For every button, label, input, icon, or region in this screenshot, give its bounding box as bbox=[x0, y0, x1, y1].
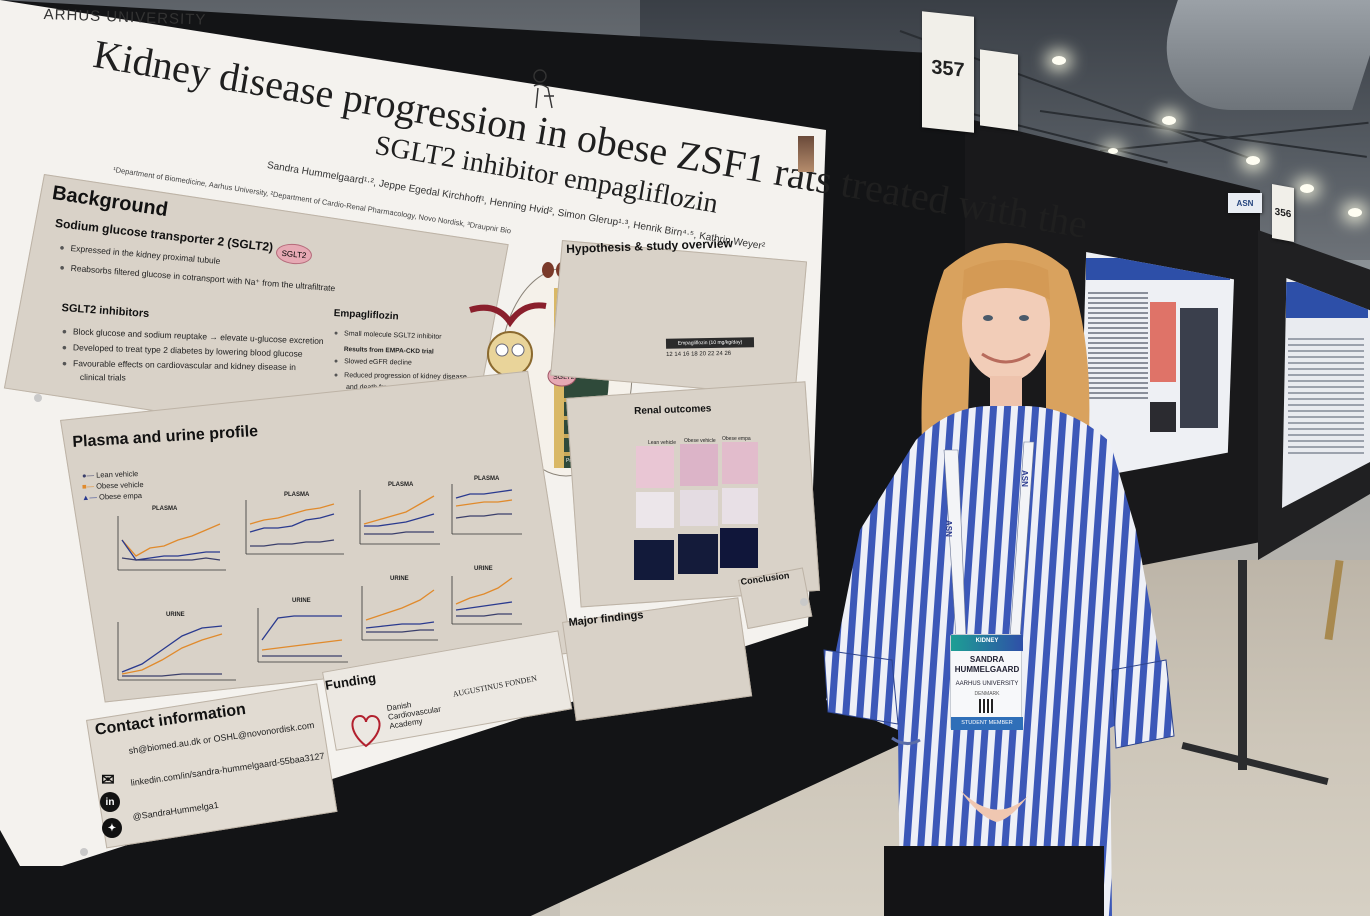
lanyard-text: ASN bbox=[1020, 470, 1029, 487]
ceiling-light bbox=[1162, 116, 1176, 125]
badge-name-first: SANDRA bbox=[969, 655, 1005, 664]
lanyard-text: ASN bbox=[944, 520, 953, 537]
ceiling-light bbox=[1052, 56, 1066, 65]
booth-number-sign: 356 bbox=[1272, 184, 1294, 242]
badge-header bbox=[951, 635, 1023, 651]
face bbox=[962, 266, 1050, 382]
hair-fringe bbox=[962, 260, 1050, 300]
booth-sign-blank bbox=[980, 49, 1018, 131]
badge-country: DENMARK bbox=[974, 691, 1000, 697]
hands bbox=[960, 790, 1028, 822]
badge-member-type: STUDENT MEMBER bbox=[961, 720, 1013, 726]
booth-number-sign: 357 bbox=[922, 11, 974, 133]
badge-organization: AARHUS UNIVERSITY bbox=[955, 681, 1019, 687]
eye-left bbox=[983, 315, 993, 321]
neck bbox=[990, 376, 1022, 410]
poster-text-block bbox=[1288, 338, 1364, 458]
shirt-cuff-right bbox=[1111, 659, 1175, 749]
badge-name-last: HUMMELGAARD bbox=[954, 665, 1020, 674]
booth-support-pole bbox=[1238, 560, 1247, 770]
eye-right bbox=[1019, 315, 1029, 321]
shirt-cuff-left bbox=[823, 649, 899, 725]
conference-badge: KIDNEY SANDRA HUMMELGAARD AARHUS UNIVERS… bbox=[950, 634, 1023, 730]
smile bbox=[981, 352, 1031, 364]
poster-figure bbox=[1150, 402, 1176, 432]
badge-event: KIDNEY bbox=[975, 638, 999, 644]
asn-sign-text: ASN bbox=[1236, 198, 1254, 208]
bracelet bbox=[891, 736, 921, 745]
neighbor-poster bbox=[1080, 252, 1234, 480]
badge-qr-code-icon bbox=[979, 699, 993, 713]
asn-sign: ASN bbox=[1228, 193, 1262, 213]
ceiling-light bbox=[1108, 148, 1118, 154]
poster-figure bbox=[1150, 302, 1176, 382]
presenter-person: ASN ASN bbox=[823, 243, 1175, 916]
badge-footer bbox=[951, 717, 1023, 730]
poster-text-block bbox=[1088, 292, 1148, 402]
ceiling-light bbox=[1246, 156, 1260, 165]
ceiling-light bbox=[1348, 208, 1362, 217]
ceiling-light bbox=[1300, 184, 1314, 193]
booth-number: 356 bbox=[1274, 206, 1292, 220]
booth-number: 357 bbox=[931, 56, 965, 82]
black-pants bbox=[884, 846, 1104, 916]
poster-figure bbox=[1180, 308, 1218, 428]
